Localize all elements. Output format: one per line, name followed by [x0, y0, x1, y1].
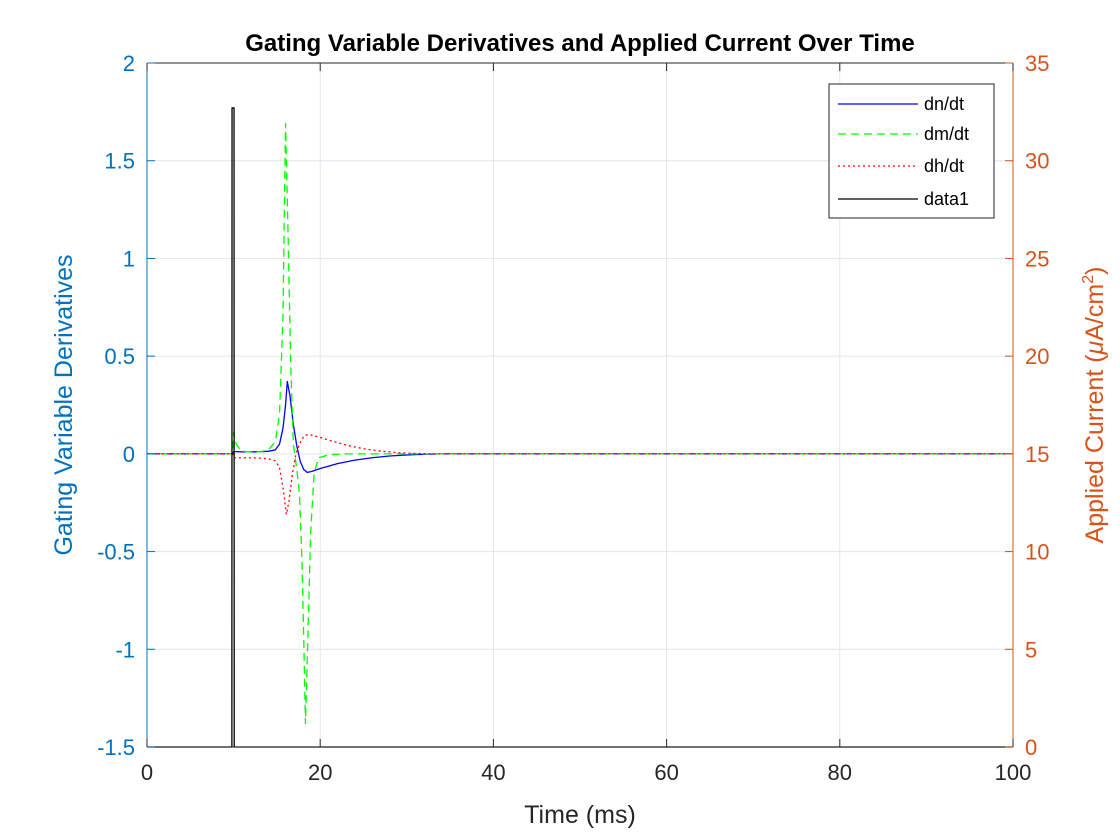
y-left-tick-label: 1: [123, 246, 135, 271]
y-right-tick-label: 30: [1025, 149, 1049, 174]
x-axis-label: Time (ms): [524, 801, 636, 829]
x-tick-label: 100: [995, 760, 1032, 785]
legend: dn/dt dm/dt dh/dt data1: [828, 83, 995, 219]
y-left-tick-label: 0.5: [104, 344, 135, 369]
legend-label-dn-dt: dn/dt: [924, 94, 964, 114]
legend-box: [828, 83, 995, 219]
x-tick-label: 60: [654, 760, 678, 785]
legend-label-data1: data1: [924, 189, 969, 209]
y-left-tick-label: 0: [123, 442, 135, 467]
x-tick-label: 20: [308, 760, 332, 785]
series-line-dn-dt: [147, 380, 1013, 474]
legend-label-dm-dt: dm/dt: [924, 124, 969, 144]
y-axis-right-label-unit: A/cm: [1081, 284, 1109, 341]
legend-entry-dm-dt: dm/dt: [838, 124, 969, 144]
legend-label-dh-dt: dh/dt: [924, 156, 964, 176]
legend-entry-dn-dt: dn/dt: [838, 94, 964, 114]
y-right-tick-label: 20: [1025, 344, 1049, 369]
y-right-tick-label: 5: [1025, 637, 1037, 662]
y-left-tick-label: -1: [115, 637, 135, 662]
chart-title: Gating Variable Derivatives and Applied …: [245, 30, 915, 57]
y-right-tick-label: 10: [1025, 540, 1049, 565]
legend-entry-dh-dt: dh/dt: [838, 156, 964, 176]
tick-labels: 0 20 40 60 80 100-1.5-1-0.500.511.52051015202…: [97, 51, 1049, 785]
series-line-dm-dt: [147, 122, 1013, 725]
x-tick-label: 40: [481, 760, 505, 785]
x-tick-label: 0: [141, 760, 153, 785]
legend-entry-data1: data1: [838, 189, 969, 209]
y-axis-right-label: Applied Current (μA/cm2): [1080, 267, 1109, 544]
y-left-tick-label: -0.5: [97, 540, 135, 565]
y-left-tick-label: -1.5: [97, 735, 135, 760]
y-right-tick-label: 15: [1025, 442, 1049, 467]
y-right-tick-label: 25: [1025, 246, 1049, 271]
y-axis-right-label-suffix: ): [1081, 267, 1109, 275]
y-axis-right-label-superscript: 2: [1080, 275, 1097, 284]
x-tick-label: 80: [828, 760, 852, 785]
y-axis-right-label-mu: μ: [1081, 340, 1109, 355]
y-right-tick-label: 0: [1025, 735, 1037, 760]
y-axis-right-label-prefix: Applied Current (: [1081, 354, 1109, 544]
axes: [146, 62, 1014, 748]
y-right-tick-label: 35: [1025, 51, 1049, 76]
y-axis-left-label: Gating Variable Derivatives: [50, 254, 78, 555]
y-left-tick-label: 1.5: [104, 149, 135, 174]
y-left-tick-label: 2: [123, 51, 135, 76]
